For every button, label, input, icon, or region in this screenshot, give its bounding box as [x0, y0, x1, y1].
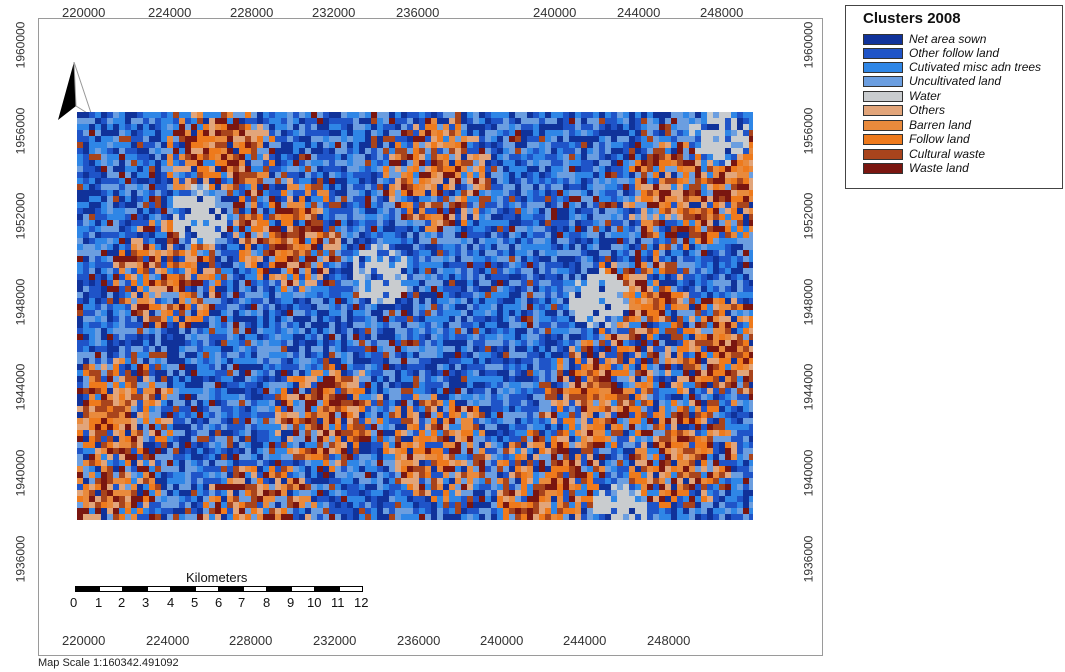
- scalebar-label: 7: [238, 595, 246, 610]
- scalebar-label: 9: [287, 595, 295, 610]
- legend-item: Cutivated misc adn trees: [863, 60, 1041, 74]
- scalebar-segment: [267, 586, 291, 592]
- scalebar-label: 10: [307, 595, 322, 610]
- scalebar-label: 2: [118, 595, 126, 610]
- y-tick-left: 1952000: [13, 192, 28, 240]
- legend-swatch: [863, 119, 903, 131]
- scalebar-segment: [315, 586, 339, 592]
- y-tick-right: 1948000: [801, 278, 816, 326]
- scalebar: [75, 586, 365, 594]
- scalebar-label: 3: [142, 595, 150, 610]
- legend-label: Cutivated misc adn trees: [909, 60, 1042, 74]
- y-tick-right: 1944000: [801, 363, 816, 411]
- legend-label: Waste land: [909, 161, 969, 175]
- legend-label: Cultural waste: [909, 147, 986, 161]
- scalebar-segment: [171, 586, 195, 592]
- legend-item: Net area sown: [863, 32, 986, 46]
- scalebar-label: 4: [167, 595, 175, 610]
- legend-swatch: [863, 148, 903, 160]
- legend-item: Barren land: [863, 118, 971, 132]
- x-tick-top: 220000: [62, 5, 106, 20]
- x-tick-top: 232000: [312, 5, 356, 20]
- scalebar-segment: [123, 586, 147, 592]
- legend-item: Water: [863, 89, 941, 103]
- legend-swatch: [863, 133, 903, 145]
- x-tick-top: 248000: [700, 5, 744, 20]
- y-tick-right: 1940000: [801, 449, 816, 497]
- scalebar-title: Kilometers: [186, 570, 248, 585]
- scalebar-label: 8: [263, 595, 271, 610]
- x-tick-bottom: 220000: [62, 633, 106, 648]
- x-tick-top: 228000: [230, 5, 274, 20]
- legend-swatch: [863, 47, 903, 59]
- legend-swatch: [863, 104, 903, 116]
- legend-item: Waste land: [863, 161, 969, 175]
- scalebar-segment: [195, 586, 219, 592]
- legend-item: Others: [863, 103, 945, 117]
- y-tick-left: 1940000: [13, 449, 28, 497]
- y-tick-right: 1952000: [801, 192, 816, 240]
- scalebar-label: 0: [70, 595, 78, 610]
- map-scale-text: Map Scale 1:160342.491092: [38, 657, 179, 669]
- legend-item: Other follow land: [863, 46, 999, 60]
- y-tick-right: 1956000: [801, 107, 816, 155]
- x-tick-top: 244000: [617, 5, 661, 20]
- legend-swatch: [863, 75, 903, 87]
- legend-label: Other follow land: [909, 46, 1000, 60]
- scalebar-label: 6: [215, 595, 223, 610]
- legend-swatch: [863, 61, 903, 73]
- legend-label: Others: [909, 103, 946, 117]
- y-tick-right: 1936000: [801, 535, 816, 583]
- legend-title: Clusters 2008: [863, 10, 961, 27]
- legend-label: Water: [909, 89, 941, 103]
- legend-item: Uncultivated land: [863, 74, 1001, 88]
- scalebar-segment: [291, 586, 315, 592]
- legend: Clusters 2008 Net area sown Other follow…: [845, 5, 1063, 189]
- legend-label: Follow land: [909, 132, 970, 146]
- scalebar-segment: [99, 586, 123, 592]
- legend-swatch: [863, 90, 903, 102]
- x-tick-bottom: 236000: [397, 633, 441, 648]
- x-tick-bottom: 224000: [146, 633, 190, 648]
- scalebar-segment: [75, 586, 99, 592]
- scalebar-segment: [147, 586, 171, 592]
- scalebar-label: 11: [331, 595, 345, 610]
- legend-item: Follow land: [863, 132, 970, 146]
- scalebar-label: 5: [191, 595, 199, 610]
- x-tick-bottom: 244000: [563, 633, 607, 648]
- y-tick-left: 1944000: [13, 363, 28, 411]
- x-tick-bottom: 240000: [480, 633, 524, 648]
- scalebar-label: 1: [95, 595, 103, 610]
- scalebar-segment: [219, 586, 243, 592]
- legend-label: Net area sown: [909, 32, 987, 46]
- raster-cells: [77, 112, 753, 520]
- x-tick-bottom: 248000: [647, 633, 691, 648]
- x-tick-top: 240000: [533, 5, 577, 20]
- legend-item: Cultural waste: [863, 147, 985, 161]
- classified-land-use-map: [77, 112, 753, 520]
- y-tick-left: 1948000: [13, 278, 28, 326]
- x-tick-top: 236000: [396, 5, 440, 20]
- y-tick-left: 1936000: [13, 535, 28, 583]
- legend-swatch: [863, 33, 903, 45]
- y-tick-left: 1956000: [13, 107, 28, 155]
- scalebar-segment: [243, 586, 267, 592]
- x-tick-bottom: 232000: [313, 633, 357, 648]
- y-tick-right: 1960000: [801, 21, 816, 69]
- x-tick-top: 224000: [148, 5, 192, 20]
- legend-swatch: [863, 162, 903, 174]
- legend-label: Barren land: [909, 118, 972, 132]
- north-arrow-icon: [58, 61, 96, 129]
- y-tick-left: 1960000: [13, 21, 28, 69]
- scalebar-segment: [339, 586, 363, 592]
- map-frame: [38, 18, 823, 656]
- x-tick-bottom: 228000: [229, 633, 273, 648]
- scalebar-label: 12: [354, 595, 369, 610]
- legend-label: Uncultivated land: [909, 74, 1002, 88]
